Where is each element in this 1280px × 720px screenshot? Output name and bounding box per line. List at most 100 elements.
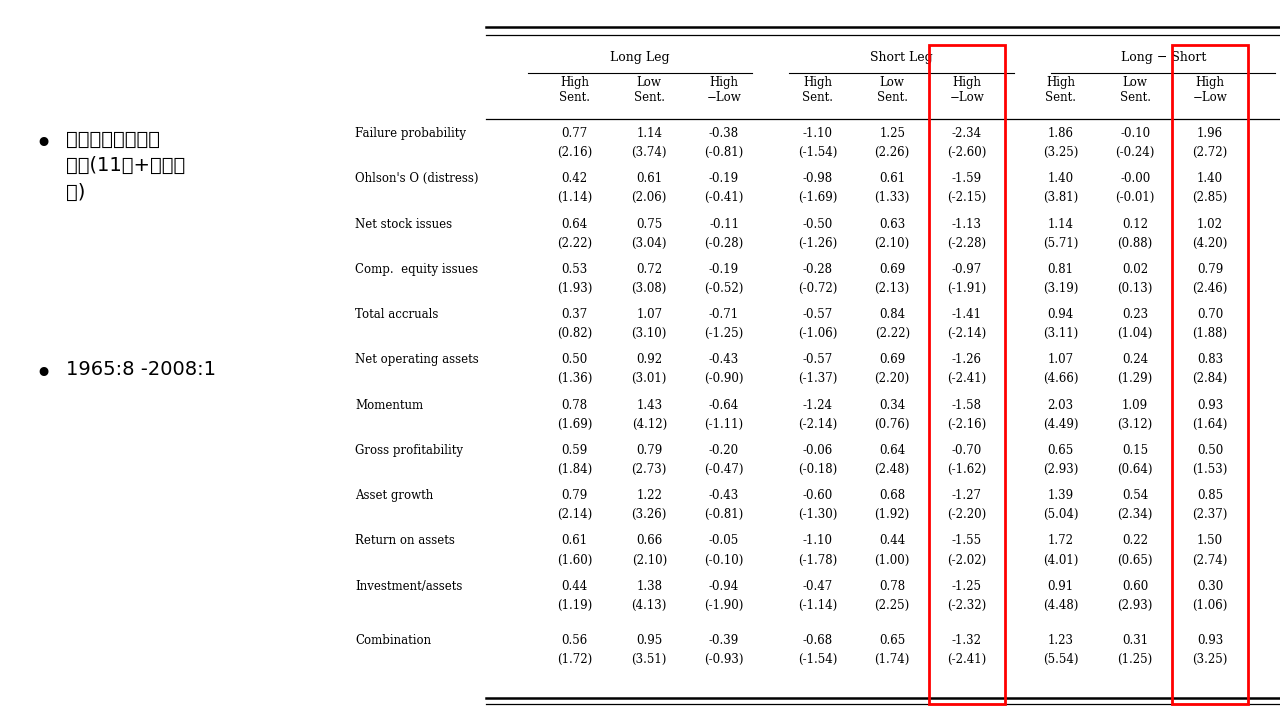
- Text: 1.86: 1.86: [1047, 127, 1074, 140]
- Text: 0.50: 0.50: [1197, 444, 1224, 457]
- Text: Net operating assets: Net operating assets: [355, 354, 479, 366]
- Text: 1.96: 1.96: [1197, 127, 1222, 140]
- Text: 0.44: 0.44: [562, 580, 588, 593]
- Text: (-0.28): (-0.28): [704, 237, 744, 250]
- Text: (1.88): (1.88): [1193, 327, 1228, 340]
- Text: 2.03: 2.03: [1047, 399, 1074, 412]
- Text: -0.94: -0.94: [709, 580, 739, 593]
- Text: (-0.47): (-0.47): [704, 463, 744, 476]
- Text: (1.60): (1.60): [557, 554, 593, 567]
- Text: (1.64): (1.64): [1192, 418, 1228, 431]
- Text: 1.40: 1.40: [1047, 172, 1074, 185]
- Text: 0.65: 0.65: [879, 634, 905, 647]
- Text: (3.19): (3.19): [1043, 282, 1078, 295]
- Text: 0.34: 0.34: [879, 399, 905, 412]
- Text: 1.22: 1.22: [636, 489, 662, 502]
- Text: 0.23: 0.23: [1123, 308, 1148, 321]
- Text: (1.06): (1.06): [1192, 599, 1228, 612]
- Text: (1.25): (1.25): [1117, 652, 1153, 665]
- Text: 0.64: 0.64: [562, 217, 588, 230]
- Text: 0.50: 0.50: [562, 354, 588, 366]
- Text: 0.93: 0.93: [1197, 634, 1224, 647]
- Text: (2.74): (2.74): [1192, 554, 1228, 567]
- Text: 1.07: 1.07: [636, 308, 662, 321]
- Text: (-2.14): (-2.14): [947, 327, 987, 340]
- Text: (3.08): (3.08): [631, 282, 667, 295]
- Text: (-2.32): (-2.32): [947, 599, 987, 612]
- Text: (2.20): (2.20): [874, 372, 910, 385]
- Text: 0.94: 0.94: [1047, 308, 1074, 321]
- Text: 0.65: 0.65: [1047, 444, 1074, 457]
- Text: 0.54: 0.54: [1123, 489, 1148, 502]
- Text: (-1.90): (-1.90): [704, 599, 744, 612]
- Text: •: •: [35, 360, 52, 389]
- Text: -0.57: -0.57: [803, 308, 832, 321]
- Text: (0.64): (0.64): [1117, 463, 1153, 476]
- Text: Low
Sent.: Low Sent.: [1120, 76, 1151, 104]
- Text: (-2.60): (-2.60): [947, 146, 987, 159]
- Text: 0.44: 0.44: [879, 534, 905, 547]
- Text: (2.13): (2.13): [874, 282, 910, 295]
- Text: (3.01): (3.01): [631, 372, 667, 385]
- Text: (3.26): (3.26): [631, 508, 667, 521]
- Text: (-2.14): (-2.14): [797, 418, 837, 431]
- Text: (4.48): (4.48): [1043, 599, 1078, 612]
- Text: 0.59: 0.59: [562, 444, 588, 457]
- Text: -1.55: -1.55: [952, 534, 982, 547]
- Text: 0.66: 0.66: [636, 534, 663, 547]
- Text: 0.30: 0.30: [1197, 580, 1224, 593]
- Text: 1.14: 1.14: [1047, 217, 1074, 230]
- Text: (1.29): (1.29): [1117, 372, 1153, 385]
- Text: -0.39: -0.39: [709, 634, 739, 647]
- Text: (1.92): (1.92): [874, 508, 910, 521]
- Text: Ohlson's O (distress): Ohlson's O (distress): [355, 172, 479, 185]
- Text: (2.10): (2.10): [874, 237, 910, 250]
- Text: 0.93: 0.93: [1197, 399, 1224, 412]
- Text: -0.00: -0.00: [1120, 172, 1151, 185]
- Text: (2.22): (2.22): [557, 237, 593, 250]
- Text: (0.88): (0.88): [1117, 237, 1153, 250]
- Text: (-2.15): (-2.15): [947, 192, 987, 204]
- Text: 0.60: 0.60: [1123, 580, 1148, 593]
- Text: (3.25): (3.25): [1043, 146, 1078, 159]
- Text: (3.25): (3.25): [1192, 652, 1228, 665]
- Text: 0.75: 0.75: [636, 217, 663, 230]
- Text: 0.22: 0.22: [1123, 534, 1148, 547]
- Text: 1.72: 1.72: [1047, 534, 1074, 547]
- Text: (2.37): (2.37): [1192, 508, 1228, 521]
- Text: -0.97: -0.97: [952, 263, 982, 276]
- Text: 市场情绪如何影响
异象(11个+等权复
合): 市场情绪如何影响 异象(11个+等权复 合): [65, 130, 184, 202]
- Text: (3.10): (3.10): [631, 327, 667, 340]
- Text: 0.63: 0.63: [879, 217, 905, 230]
- Text: 0.69: 0.69: [879, 263, 905, 276]
- Text: 0.69: 0.69: [879, 354, 905, 366]
- Text: (2.72): (2.72): [1192, 146, 1228, 159]
- Text: High
−Low: High −Low: [707, 76, 741, 104]
- Text: Return on assets: Return on assets: [355, 534, 454, 547]
- Text: Low
Sent.: Low Sent.: [877, 76, 908, 104]
- Text: -0.57: -0.57: [803, 354, 832, 366]
- Text: (2.85): (2.85): [1192, 192, 1228, 204]
- Text: (-0.24): (-0.24): [1115, 146, 1155, 159]
- Text: 0.95: 0.95: [636, 634, 663, 647]
- Text: Long − Short: Long − Short: [1120, 51, 1206, 64]
- Text: 0.02: 0.02: [1123, 263, 1148, 276]
- Text: 0.70: 0.70: [1197, 308, 1224, 321]
- Text: Total accruals: Total accruals: [355, 308, 438, 321]
- Text: (-0.93): (-0.93): [704, 652, 744, 665]
- Text: -1.59: -1.59: [952, 172, 982, 185]
- Text: (-0.01): (-0.01): [1115, 192, 1155, 204]
- Text: (3.11): (3.11): [1043, 327, 1078, 340]
- Text: -0.06: -0.06: [803, 444, 832, 457]
- Text: (3.51): (3.51): [631, 652, 667, 665]
- Text: -0.68: -0.68: [803, 634, 832, 647]
- Text: (-1.62): (-1.62): [947, 463, 987, 476]
- Text: (-2.41): (-2.41): [947, 652, 987, 665]
- Text: 1.02: 1.02: [1197, 217, 1222, 230]
- Text: (-0.90): (-0.90): [704, 372, 744, 385]
- Text: 0.37: 0.37: [562, 308, 588, 321]
- Text: (-1.30): (-1.30): [797, 508, 837, 521]
- Text: -1.27: -1.27: [952, 489, 982, 502]
- Text: (-1.54): (-1.54): [797, 652, 837, 665]
- Text: (1.84): (1.84): [557, 463, 593, 476]
